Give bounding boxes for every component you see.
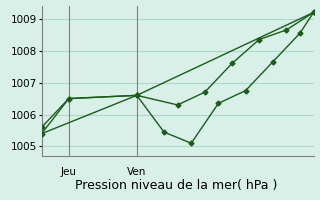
Text: Ven: Ven <box>127 167 147 177</box>
Text: Jeu: Jeu <box>61 167 77 177</box>
Text: Pression niveau de la mer( hPa ): Pression niveau de la mer( hPa ) <box>75 179 277 192</box>
